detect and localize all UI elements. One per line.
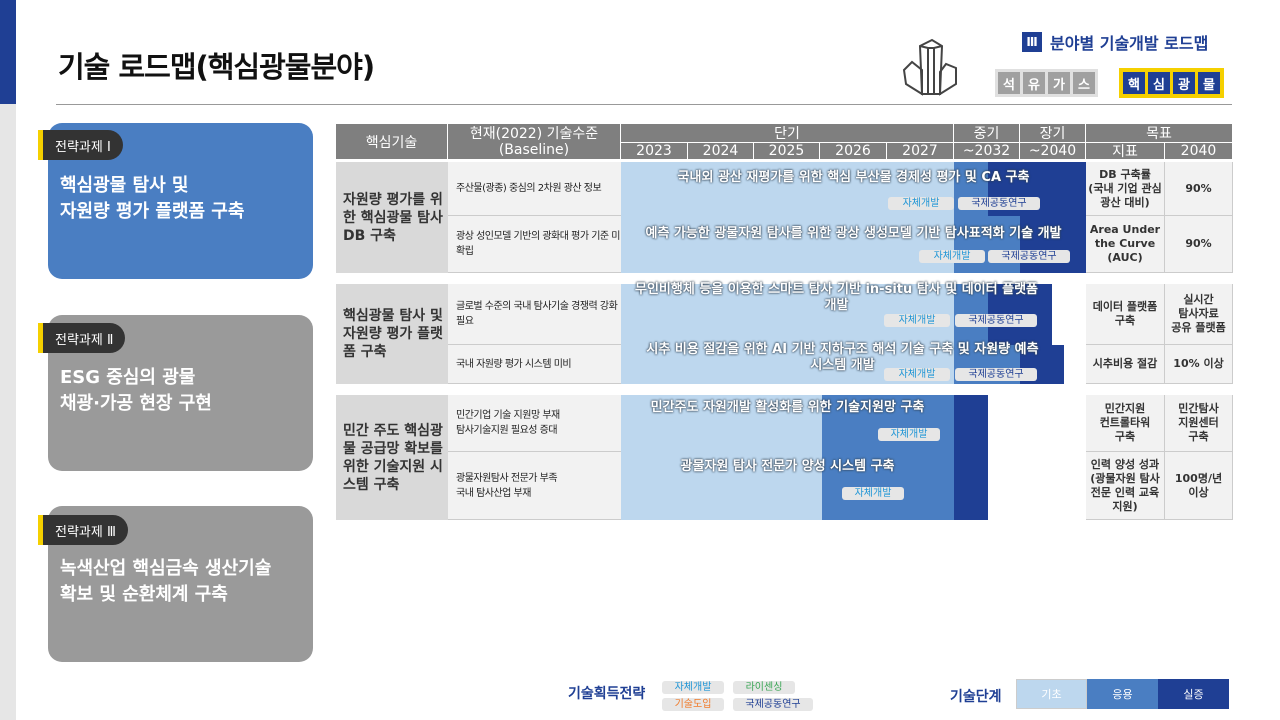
- task-title-line: 녹색산업 핵심금속 생산기술: [60, 558, 272, 579]
- baseline-cell: 글로벌 수준의 국내 탐사기술 경쟁력 강화 필요: [448, 284, 621, 345]
- target-cell: 90%: [1165, 162, 1233, 216]
- task-title-line: ESG 중심의 광물: [60, 367, 196, 388]
- target-cell: 민간탐사 지원센터 구축: [1165, 395, 1233, 452]
- chip-char: 심: [1148, 72, 1170, 94]
- legend-strategy: 자체개발: [662, 681, 724, 694]
- task-bar-label: 무인비행체 등을 이용한 스마트 탐사 기반 in-situ 탐사 및 데이터 …: [635, 282, 1038, 313]
- header-year: 2024: [688, 143, 754, 160]
- strategy-tag: 자체개발: [919, 250, 985, 263]
- baseline-cell: 광상 성인모델 기반의 광화대 평가 기준 미확립: [448, 216, 621, 273]
- strategy-tag: 국제공동연구: [955, 314, 1037, 327]
- task-tab-1: 전략과제 Ⅰ: [38, 130, 123, 160]
- legend-stage-applied: 응용: [1087, 679, 1158, 709]
- section-title: 분야별 기술개발 로드맵: [1050, 34, 1209, 53]
- target-cell: 10% 이상: [1165, 345, 1233, 384]
- task-bar-label: 민간주도 자원개발 활성화를 위한 기술지원망 구축: [650, 400, 925, 415]
- task-bar-label: 시추 비용 절감을 위한 AI 기반 지하구조 해석 기술 구축 및 자원량 예…: [646, 342, 1039, 373]
- header-year: 2027: [887, 143, 954, 160]
- task-title-line: 확보 및 순환체계 구축: [60, 584, 228, 605]
- bar-applied: [954, 216, 1020, 273]
- strategy-tag: 자체개발: [884, 368, 950, 381]
- target-cell: 100명/년 이상: [1165, 452, 1233, 520]
- field-chip-oilgas[interactable]: 석 유 가 스: [995, 69, 1098, 97]
- indicator-cell: 시추비용 절감: [1086, 345, 1165, 384]
- task-title-line: 자원량 평가 플랫폼 구축: [60, 201, 245, 222]
- chip-char: 광: [1173, 72, 1195, 94]
- chip-char: 물: [1198, 72, 1220, 94]
- bar-demo: [954, 395, 988, 452]
- divider: [56, 104, 1232, 105]
- chip-char: 핵: [1123, 72, 1145, 94]
- header-short-term: 단기: [621, 124, 954, 143]
- legend-strategy: 기술도입: [662, 698, 724, 711]
- bar-basic: [621, 216, 954, 273]
- strategy-tag: 국제공동연구: [955, 368, 1037, 381]
- core-tech-cell: 핵심광물 탐사 및 자원량 평가 플랫폼 구축: [336, 284, 448, 384]
- chip-char: 석: [998, 72, 1020, 94]
- header-goal-year: 2040: [1165, 143, 1233, 160]
- indicator-cell: Area Under the Curve (AUC): [1086, 216, 1165, 273]
- task-tab-2: 전략과제 Ⅱ: [38, 323, 126, 353]
- bar-basic: [621, 452, 822, 520]
- header-goal: 목표: [1086, 124, 1233, 143]
- legend-stage-basic: 기초: [1016, 679, 1087, 709]
- header-baseline: 현재(2022) 기술수준 (Baseline): [448, 124, 621, 160]
- bar-basic: [621, 395, 822, 452]
- bar-applied: [822, 452, 954, 520]
- core-tech-cell: 자원량 평가를 위한 핵심광물 탐사 DB 구축: [336, 162, 448, 273]
- task-bar-label: 국내외 광산 재평가를 위한 핵심 부산물 경제성 평가 및 CA 구축: [677, 170, 1030, 185]
- section-header: Ⅲ 분야별 기술개발 로드맵: [1022, 30, 1208, 54]
- strategy-tag: 자체개발: [878, 428, 940, 441]
- legend-strategy: 국제공동연구: [733, 698, 813, 711]
- header-year: 2026: [820, 143, 887, 160]
- chip-char: 스: [1073, 72, 1095, 94]
- left-edge-bar: [0, 0, 16, 720]
- indicator-cell: 데이터 플랫폼 구축: [1086, 284, 1165, 345]
- bar-applied: [822, 395, 954, 452]
- indicator-cell: 민간지원 컨트롤타워 구축: [1086, 395, 1165, 452]
- header-year: 2023: [621, 143, 688, 160]
- strategy-tag: 국제공동연구: [958, 197, 1040, 210]
- header-year: ~2040: [1020, 143, 1086, 160]
- task-bar-label: 예측 가능한 광물자원 탐사를 위한 광상 생성모델 기반 탐사표적화 기술 개…: [645, 226, 1062, 241]
- indicator-cell: DB 구축률 (국내 기업 관심 광산 대비): [1086, 162, 1165, 216]
- bar-demo: [954, 452, 988, 520]
- chip-char: 가: [1048, 72, 1070, 94]
- strategy-tag: 자체개발: [888, 197, 954, 210]
- target-cell: 실시간 탐사자료 공유 플랫폼: [1165, 284, 1233, 345]
- task-title-line: 핵심광물 탐사 및: [60, 175, 189, 196]
- legend-stage-demo: 실증: [1158, 679, 1229, 709]
- task-title-line: 채광·가공 현장 구현: [60, 393, 212, 414]
- header-tech: 핵심기술: [336, 124, 448, 160]
- stage-legend-title: 기술단계: [950, 689, 1002, 705]
- task-tab-3: 전략과제 Ⅲ: [38, 515, 128, 545]
- header-year: 2025: [754, 143, 820, 160]
- strategy-legend-title: 기술획득전략: [568, 686, 646, 702]
- task-bar-label: 광물자원 탐사 전문가 양성 시스템 구축: [680, 459, 895, 474]
- core-tech-cell: 민간 주도 핵심광물 공급망 확보를 위한 기술지원 시스템 구축: [336, 395, 448, 520]
- target-cell: 90%: [1165, 216, 1233, 273]
- header-year: ~2032: [954, 143, 1020, 160]
- legend-strategy: 라이센싱: [733, 681, 795, 694]
- baseline-cell: 국내 자원량 평가 시스템 미비: [448, 345, 621, 384]
- header-long-term: 장기: [1020, 124, 1086, 143]
- field-chip-critical-minerals[interactable]: 핵 심 광 물: [1119, 68, 1224, 98]
- header-mid-term: 중기: [954, 124, 1020, 143]
- crystal-icon: [902, 38, 957, 96]
- strategy-tag: 자체개발: [842, 487, 904, 500]
- strategy-tag: 국제공동연구: [988, 250, 1070, 263]
- strategy-tag: 자체개발: [884, 314, 950, 327]
- baseline-cell: 민간기업 기술 지원망 부재 탐사기술지원 필요성 증대: [448, 395, 621, 452]
- bar-demo: [1020, 216, 1086, 273]
- baseline-cell: 광물자원탐사 전문가 부족 국내 탐사산업 부재: [448, 452, 621, 520]
- section-number: Ⅲ: [1022, 32, 1042, 52]
- page-title: 기술 로드맵(핵심광물분야): [58, 50, 375, 84]
- chip-char: 유: [1023, 72, 1045, 94]
- baseline-cell: 주산물(광종) 중심의 2차원 광산 정보: [448, 162, 621, 216]
- indicator-cell: 인력 양성 성과 (광물자원 탐사 전문 인력 교육 지원): [1086, 452, 1165, 520]
- header-indicator: 지표: [1086, 143, 1165, 160]
